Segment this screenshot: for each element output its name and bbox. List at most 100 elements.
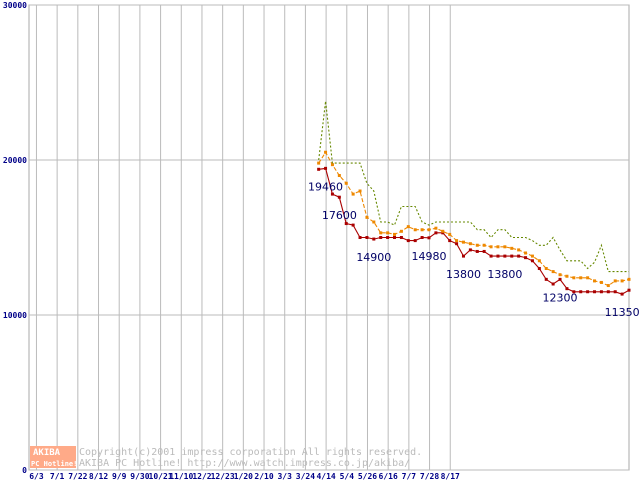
- data-label: 13800: [446, 268, 481, 281]
- x-tick-label: 5/4: [340, 472, 355, 480]
- series-marker: [503, 245, 507, 249]
- series-marker: [372, 237, 376, 241]
- x-tick-label: 1/20: [234, 472, 253, 480]
- hotline-url-text: AKIBA PC Hotline! http://www.watch.impre…: [79, 458, 410, 469]
- series-marker: [324, 150, 328, 154]
- series-marker: [330, 192, 334, 196]
- series-marker: [455, 242, 459, 246]
- series-marker: [489, 254, 493, 258]
- chart-grid: [28, 4, 630, 471]
- logo-bottom-box: [30, 457, 76, 468]
- data-label: 14980: [412, 250, 447, 263]
- x-tick-label: 3/3: [277, 472, 292, 480]
- series-marker: [455, 239, 459, 243]
- series-marker: [379, 236, 383, 239]
- series-marker: [606, 284, 610, 288]
- series-marker: [420, 236, 424, 239]
- x-tick-label: 2/10: [254, 472, 273, 480]
- data-label: 19460: [308, 180, 343, 193]
- series-marker: [620, 292, 624, 296]
- series-marker: [482, 243, 486, 247]
- x-tick-label: 10/21: [149, 472, 173, 480]
- series-marker: [434, 231, 438, 235]
- x-tick-label: 8/17: [441, 472, 460, 480]
- series-marker: [358, 236, 362, 239]
- series-marker: [599, 280, 603, 284]
- series-marker: [468, 242, 472, 246]
- series-marker: [461, 240, 465, 244]
- series-marker: [386, 231, 390, 235]
- series-marker: [365, 236, 369, 239]
- series-marker: [337, 174, 341, 177]
- series-marker: [579, 290, 583, 294]
- x-tick-label: 7/28: [420, 472, 439, 480]
- series-marker: [434, 226, 438, 230]
- x-tick-label: 8/12: [89, 472, 108, 480]
- x-tick-label: 5/26: [358, 472, 377, 480]
- x-tick-label: 7/22: [68, 472, 87, 480]
- data-labels-layer: 19460 17600 14900 14980 13800 13800 12300 11350: [308, 180, 640, 319]
- series-marker: [351, 192, 355, 196]
- y-tick-label: 0: [22, 466, 27, 475]
- x-tick-label: 9/30: [130, 472, 149, 480]
- series-marker: [475, 243, 479, 247]
- x-tick-label: 7/1: [50, 472, 65, 480]
- series-marker: [393, 232, 397, 236]
- series-marker: [579, 276, 583, 280]
- x-tick-label: 6/3: [29, 472, 44, 480]
- series-marker: [572, 290, 576, 294]
- series-marker: [448, 232, 452, 236]
- x-tick-label: 4/14: [316, 472, 335, 480]
- series-layer: [317, 101, 631, 296]
- series-marker: [586, 276, 590, 280]
- series-marker: [461, 254, 465, 258]
- series-marker: [517, 248, 521, 252]
- series-marker: [565, 287, 569, 291]
- series-marker: [627, 288, 631, 292]
- series-marker: [510, 246, 514, 250]
- series-marker: [372, 220, 376, 224]
- data-label: 17600: [322, 209, 357, 222]
- logo-bottom-text: PC Hotline!: [31, 460, 77, 468]
- series-marker: [482, 249, 486, 253]
- series-marker: [544, 277, 548, 281]
- series-line: [318, 101, 629, 273]
- series-marker: [379, 231, 383, 235]
- logo-top-text: AKIBA: [33, 448, 61, 458]
- series-marker: [551, 282, 555, 286]
- series-marker: [420, 228, 424, 232]
- series-marker: [537, 267, 541, 270]
- series-marker: [503, 254, 507, 258]
- series-marker: [317, 167, 321, 171]
- series-marker: [524, 251, 528, 255]
- series-marker: [337, 195, 341, 199]
- series-marker: [365, 215, 369, 219]
- series-marker: [530, 259, 534, 263]
- x-tick-label: 7/7: [402, 472, 417, 480]
- series-marker: [406, 225, 410, 229]
- series-marker: [586, 290, 590, 294]
- series-marker: [572, 276, 576, 280]
- series-marker: [358, 189, 362, 193]
- copyright-text: Copyright(c)2001 impress corporation All…: [79, 447, 422, 458]
- x-tick-label: 9/9: [112, 472, 127, 480]
- logo-top-box: [30, 446, 76, 457]
- data-label: 14900: [356, 251, 391, 264]
- series-marker: [344, 181, 348, 185]
- axis-labels: 0 10000 20000 30000 6/3 7/1 7/22 8/12 9/9 9/30 10/…: [3, 1, 460, 480]
- watermark: AKIBA PC Hotline! Copyright(c)2001 impre…: [30, 446, 422, 469]
- series-line: [318, 151, 630, 287]
- series-marker: [606, 290, 610, 294]
- series-marker: [496, 254, 500, 258]
- series-marker: [517, 254, 521, 258]
- series-line: [318, 167, 630, 295]
- series-marker: [613, 279, 617, 283]
- series-marker: [620, 279, 624, 283]
- x-tick-label: 3/24: [296, 472, 315, 480]
- series-marker: [427, 236, 431, 240]
- data-label: 11350: [605, 306, 640, 319]
- series-marker: [393, 236, 397, 239]
- series-marker: [317, 161, 321, 165]
- series-marker: [613, 290, 617, 294]
- series-marker: [441, 231, 445, 235]
